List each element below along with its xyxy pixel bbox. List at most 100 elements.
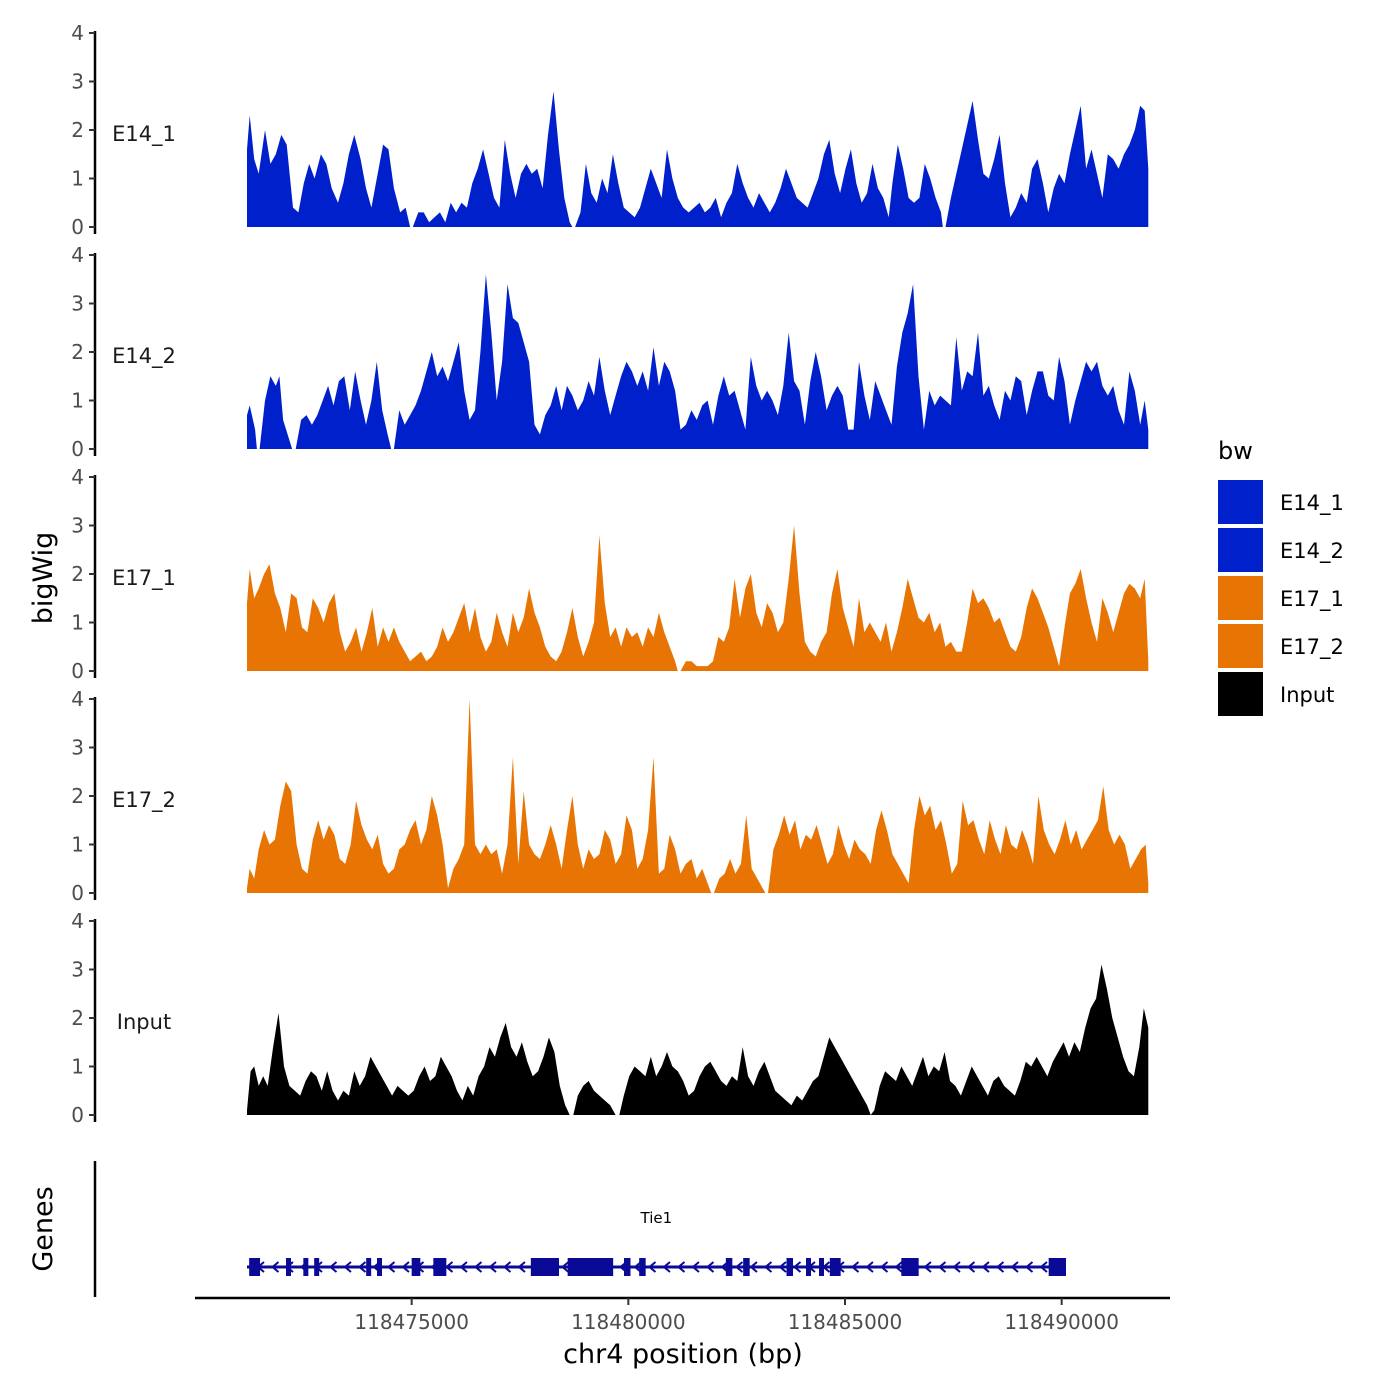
strand-arrow bbox=[705, 1261, 715, 1273]
strand-arrow bbox=[981, 1261, 990, 1273]
legend-swatch bbox=[1218, 528, 1263, 572]
strand-arrow bbox=[647, 1261, 657, 1273]
legend-item-e17-1: E17_1 bbox=[1218, 576, 1344, 620]
strand-arrow bbox=[1024, 1261, 1034, 1273]
exon bbox=[1048, 1258, 1066, 1276]
exon bbox=[530, 1258, 559, 1276]
strand-arrow bbox=[343, 1261, 352, 1273]
strand-arrow bbox=[633, 1261, 642, 1273]
exon bbox=[567, 1258, 614, 1276]
exon bbox=[433, 1258, 447, 1276]
strand-arrow bbox=[401, 1261, 410, 1273]
strand-arrow bbox=[995, 1261, 1005, 1273]
exon bbox=[411, 1258, 421, 1276]
strand-arrow bbox=[502, 1261, 512, 1273]
exon bbox=[806, 1258, 811, 1276]
track-input: 0 1 2 3 4 Input bbox=[71, 909, 1149, 1127]
strand-arrow bbox=[952, 1261, 961, 1273]
strand-arrow bbox=[937, 1261, 947, 1273]
y-tick-label: 0 bbox=[71, 437, 84, 461]
exon bbox=[624, 1258, 631, 1276]
legend-label: Input bbox=[1280, 683, 1334, 707]
track-label: E17_1 bbox=[112, 566, 176, 591]
track-e17-2: 0 1 2 3 4 E17_2 bbox=[71, 687, 1149, 905]
legend-swatch bbox=[1218, 672, 1263, 716]
strand-arrow bbox=[879, 1261, 889, 1273]
strand-arrow bbox=[1039, 1261, 1048, 1273]
legend-item-input: Input bbox=[1218, 672, 1334, 716]
exon bbox=[286, 1258, 291, 1276]
signal-area-e17-2 bbox=[247, 699, 1149, 893]
strand-arrow bbox=[444, 1261, 454, 1273]
gene-panel: Tie1 bbox=[93, 1161, 1066, 1297]
y-tick-label: 2 bbox=[71, 1006, 84, 1030]
strand-arrow bbox=[792, 1261, 802, 1273]
x-tick-label: 118485000 bbox=[788, 1310, 903, 1334]
exon bbox=[639, 1258, 646, 1276]
signal-tracks: 0 1 2 3 4 E14_1 0 1 2 3 4 E14_2 0 1 2 3 4 E17_1 0 1 2 3 4 E17_2… bbox=[71, 21, 1149, 1127]
exon bbox=[366, 1258, 372, 1276]
exon bbox=[743, 1258, 750, 1276]
legend-label: E14_2 bbox=[1280, 539, 1344, 564]
legend: bw E14_1 E14_2 E17_1 E17_2 Input bbox=[1218, 437, 1344, 716]
y-tick-label: 4 bbox=[71, 21, 84, 45]
y-tick-label: 2 bbox=[71, 118, 84, 142]
y-tick-label: 0 bbox=[71, 881, 84, 905]
strand-arrow bbox=[923, 1261, 932, 1273]
exon bbox=[901, 1258, 919, 1276]
x-axis: 118475000 118480000 118485000 118490000 bbox=[195, 1296, 1170, 1334]
legend-swatch bbox=[1218, 576, 1263, 620]
x-tick-label: 118490000 bbox=[1004, 1310, 1119, 1334]
exon bbox=[249, 1258, 260, 1276]
y-tick-label: 0 bbox=[71, 659, 84, 683]
strand-arrow bbox=[662, 1261, 671, 1273]
y-tick-label: 4 bbox=[71, 465, 84, 489]
track-label: E17_2 bbox=[112, 788, 176, 813]
legend-swatch bbox=[1218, 624, 1263, 668]
genes-axis-title: Genes bbox=[28, 1186, 59, 1271]
gene-name-label: Tie1 bbox=[640, 1209, 673, 1227]
strand-arrow bbox=[749, 1261, 758, 1273]
legend-item-e14-1: E14_1 bbox=[1218, 480, 1344, 524]
exon bbox=[303, 1258, 309, 1276]
exon bbox=[725, 1258, 733, 1276]
y-tick-label: 3 bbox=[71, 70, 84, 94]
y-tick-label: 4 bbox=[71, 243, 84, 267]
strand-arrow bbox=[850, 1261, 860, 1273]
strand-arrow bbox=[328, 1261, 338, 1273]
y-tick-label: 3 bbox=[71, 736, 84, 760]
exon bbox=[786, 1258, 793, 1276]
y-tick-label: 1 bbox=[71, 167, 84, 191]
x-tick-label: 118480000 bbox=[571, 1310, 686, 1334]
exon bbox=[829, 1258, 841, 1276]
y-tick-label: 4 bbox=[71, 687, 84, 711]
strand-arrow bbox=[1010, 1261, 1019, 1273]
legend-item-e14-2: E14_2 bbox=[1218, 528, 1344, 572]
strand-arrow bbox=[865, 1261, 874, 1273]
legend-item-e17-2: E17_2 bbox=[1218, 624, 1344, 668]
signal-area-input bbox=[247, 964, 1149, 1115]
legend-title: bw bbox=[1218, 437, 1253, 465]
legend-label: E17_1 bbox=[1280, 587, 1344, 612]
y-tick-label: 1 bbox=[71, 1055, 84, 1079]
strand-arrow bbox=[488, 1261, 497, 1273]
legend-swatch bbox=[1218, 480, 1263, 524]
track-e14-1: 0 1 2 3 4 E14_1 bbox=[71, 21, 1149, 239]
x-tick-label: 118475000 bbox=[354, 1310, 469, 1334]
y-tick-label: 3 bbox=[71, 958, 84, 982]
y-tick-label: 3 bbox=[71, 292, 84, 316]
exon bbox=[314, 1258, 320, 1276]
y-tick-label: 2 bbox=[71, 562, 84, 586]
signal-area-e14-2 bbox=[247, 274, 1149, 449]
track-label: E14_1 bbox=[112, 122, 176, 147]
strand-arrow bbox=[894, 1261, 903, 1273]
legend-label: E17_2 bbox=[1280, 635, 1344, 660]
y-tick-label: 2 bbox=[71, 784, 84, 808]
x-axis-title: chr4 position (bp) bbox=[563, 1339, 803, 1370]
y-tick-label: 0 bbox=[71, 215, 84, 239]
strand-arrow bbox=[517, 1261, 526, 1273]
y-axis-title: bigWig bbox=[28, 532, 59, 625]
strand-arrow bbox=[473, 1261, 483, 1273]
strand-arrow bbox=[676, 1261, 686, 1273]
